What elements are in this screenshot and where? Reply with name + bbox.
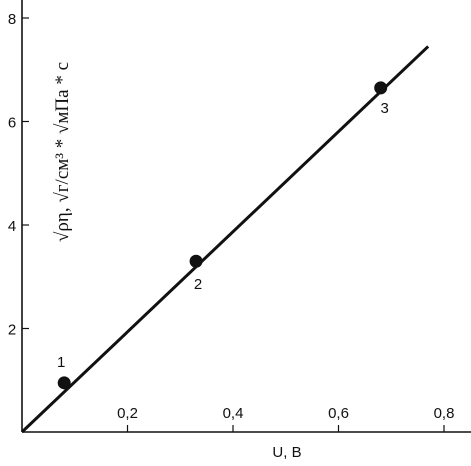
x-tick-label-1: 0,4 [223, 405, 244, 422]
data-point-2 [189, 254, 203, 268]
y-axis-title: √ρη, √г/см³ * √мПа * с [52, 62, 73, 242]
x-tick-label-3: 0,8 [434, 405, 455, 422]
x-tick-label-0: 0,2 [117, 405, 138, 422]
fit-line-group [20, 45, 430, 434]
data-point-label-2: 2 [194, 276, 202, 293]
data-points: 1 2 3 [57, 81, 389, 390]
x-axis-title: U, B [272, 444, 301, 461]
data-point-label-3: 3 [381, 100, 389, 117]
axes: 0,2 0,4 0,6 0,8 2 4 6 8 [8, 0, 471, 433]
data-point-label-1: 1 [57, 354, 65, 371]
x-tick-label-2: 0,6 [328, 405, 349, 422]
fit-line [20, 45, 430, 434]
y-tick-label-3: 8 [8, 11, 16, 28]
data-point-3 [374, 81, 388, 95]
y-tick-label-1: 4 [8, 218, 16, 235]
data-point-1 [57, 376, 71, 390]
y-tick-label-0: 2 [8, 322, 16, 339]
y-tick-label-2: 6 [8, 115, 16, 132]
